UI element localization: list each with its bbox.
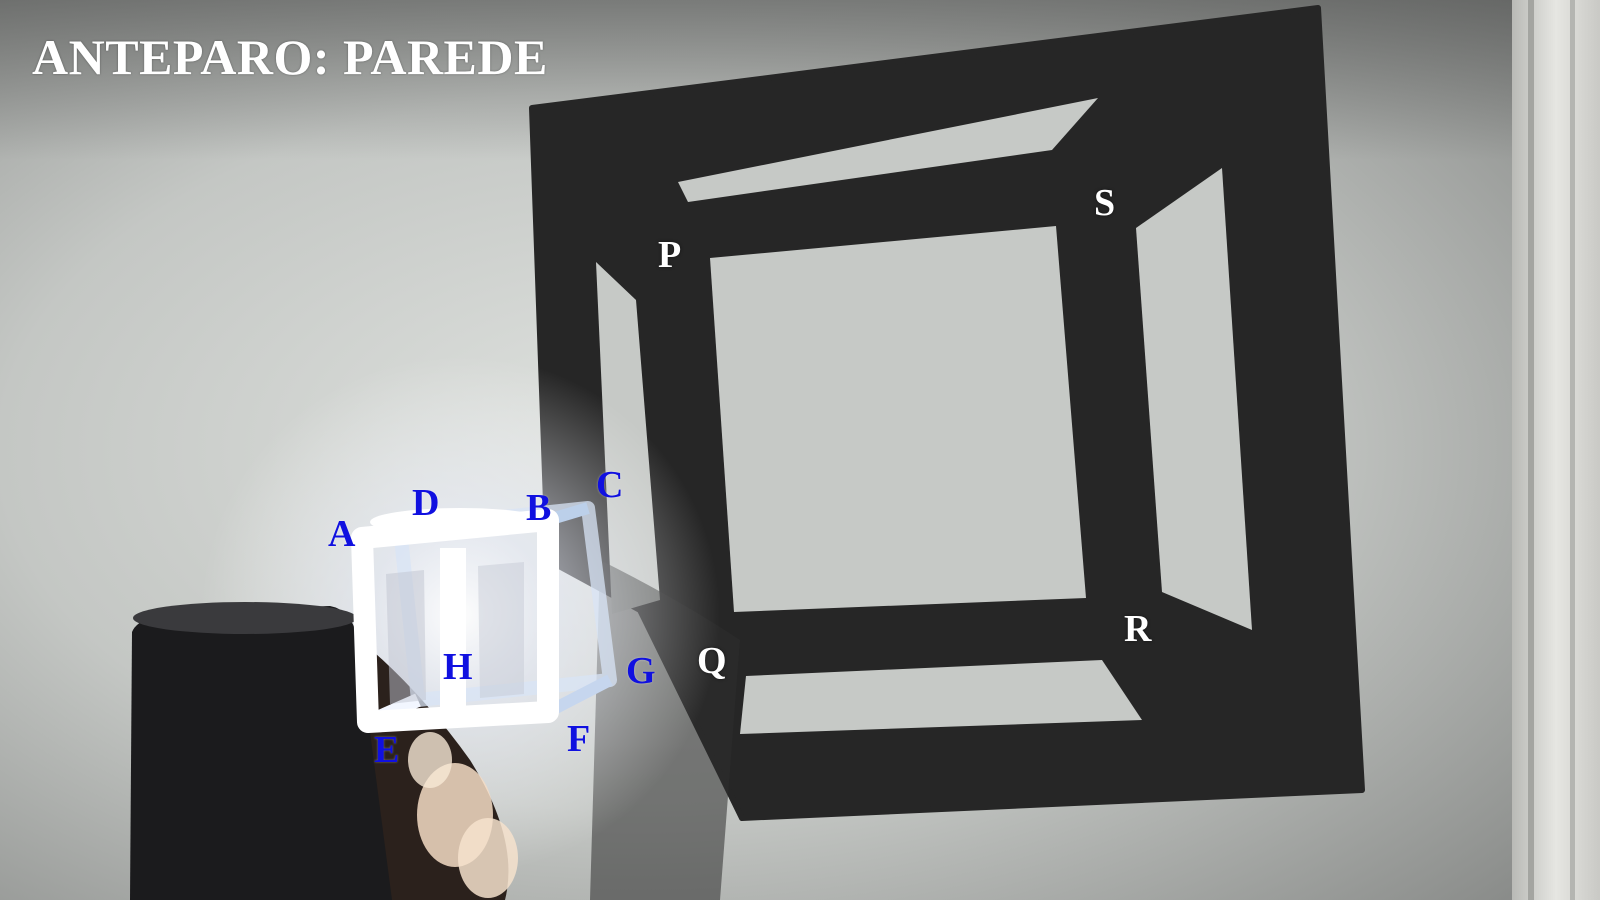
- vertex-label-e: E: [374, 729, 400, 771]
- vertex-label-h: H: [443, 646, 473, 688]
- flashlight: [130, 602, 392, 900]
- vertex-label-f: F: [567, 718, 591, 760]
- vertex-label-p: P: [658, 234, 682, 276]
- caption-title: ANTEPARO: PAREDE: [32, 29, 548, 85]
- wire-cube: [351, 501, 617, 733]
- vertex-label-q: Q: [697, 640, 727, 682]
- door-frame: [1512, 0, 1600, 900]
- vertex-label-b: B: [526, 487, 552, 529]
- vertex-label-s: S: [1094, 182, 1116, 224]
- vertex-label-a: A: [328, 513, 356, 555]
- vertex-label-r: R: [1124, 608, 1152, 650]
- vertex-label-g: G: [626, 650, 656, 692]
- vertex-label-d: D: [412, 482, 440, 524]
- vertex-label-c: C: [596, 464, 624, 506]
